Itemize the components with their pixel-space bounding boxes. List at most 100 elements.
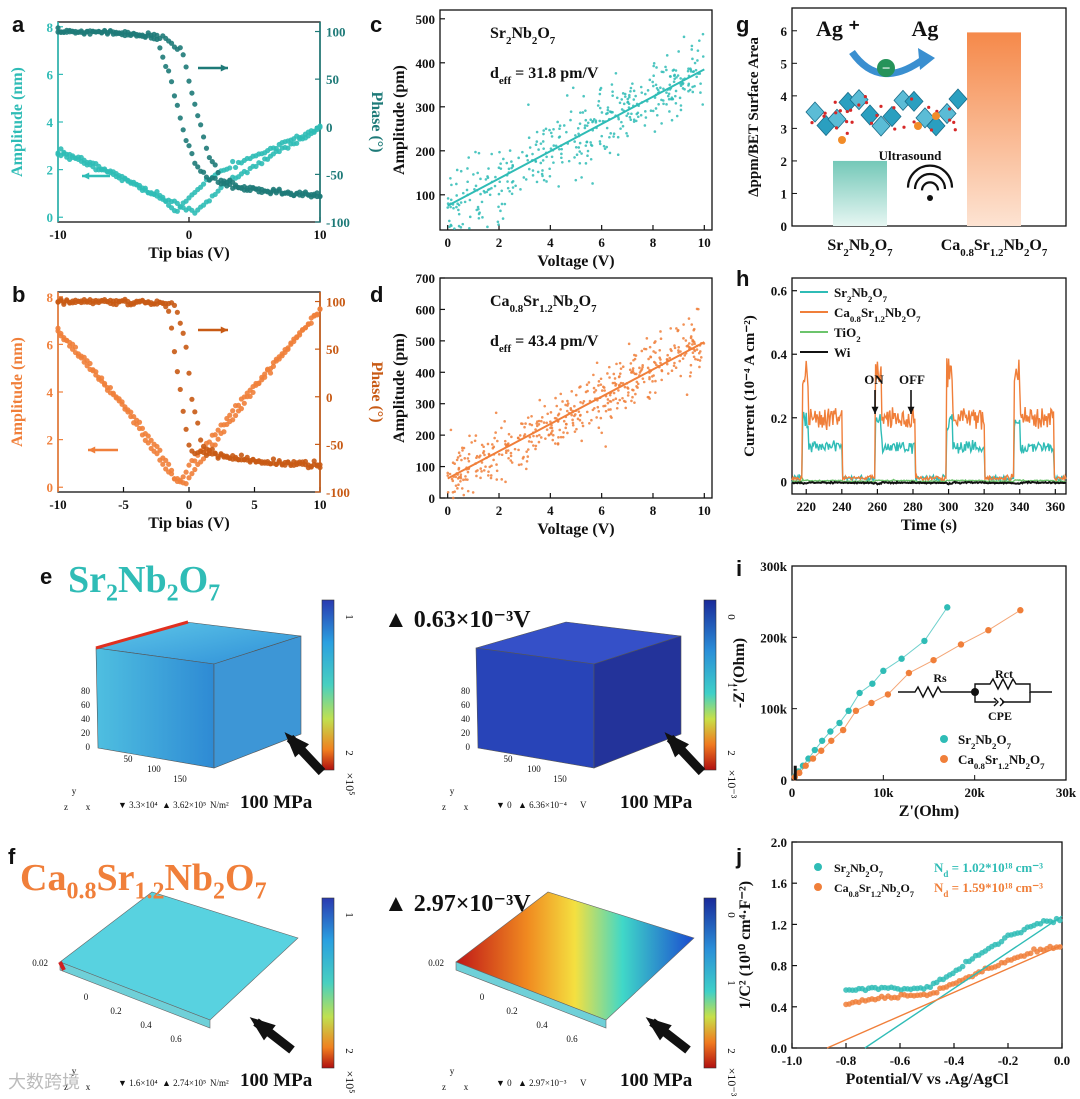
xtick-label-d-2: 4 [547, 503, 554, 518]
mott-fit-0 [864, 915, 1063, 1049]
loop-point-b-2 [174, 369, 180, 375]
data-point-c [662, 87, 665, 91]
data-point-d [691, 343, 694, 346]
data-point-d [534, 428, 537, 431]
data-point-c [578, 150, 582, 153]
loop-point-b-3 [186, 370, 192, 376]
panel-letter-h: h [736, 266, 750, 291]
data-point-d [547, 433, 551, 437]
data-point-d [648, 375, 651, 379]
ytick-label-g-1: 1 [781, 186, 788, 201]
loop-point-a-3 [168, 40, 175, 46]
data-point-d [571, 418, 574, 422]
data-point-c [598, 92, 602, 96]
nm-tick-e2-2: 40 [461, 714, 471, 724]
data-point-c [585, 140, 589, 144]
loop-point-a-3 [200, 134, 207, 140]
data-point-d [495, 478, 499, 481]
stress-max-f: ▲ 2.74×10⁵ [162, 1078, 206, 1088]
data-point-c [558, 127, 561, 130]
data-point-d [654, 391, 657, 394]
data-point-d [585, 410, 589, 414]
loop-point-b-1 [256, 380, 262, 387]
data-point-c [461, 222, 465, 226]
data-point-d [566, 431, 569, 435]
data-point-c [586, 121, 590, 125]
data-point-c [552, 127, 555, 131]
data-point-d [487, 452, 491, 456]
data-point-c [531, 169, 535, 172]
ylabel-h: Current (10⁻⁴ A cm⁻²) [742, 315, 758, 457]
loop-point-a-1 [61, 151, 67, 157]
data-point-c [666, 94, 670, 98]
panel-letter-g: g [736, 12, 750, 37]
data-point-d [691, 351, 695, 355]
data-point-d [451, 496, 455, 500]
loop-point-b-2 [177, 386, 183, 393]
data-point-d [584, 390, 588, 394]
mini-axes-e1-x: x [86, 802, 91, 812]
loop-point-a-0 [174, 208, 180, 214]
data-point-c [629, 86, 633, 90]
data-point-d [697, 307, 700, 311]
fit-line-c [447, 68, 705, 207]
loop-point-a-1 [276, 148, 282, 155]
data-point-c [497, 192, 501, 196]
crystal-octahedron [805, 101, 825, 123]
data-point-c [643, 124, 647, 127]
data-point-d [475, 474, 478, 478]
data-point-c [477, 216, 481, 220]
cube-potential-e-side [593, 635, 682, 769]
loop-point-b-1 [215, 436, 221, 442]
data-point-c [644, 116, 648, 119]
data-point-d [653, 341, 656, 345]
data-point-d [564, 426, 568, 430]
loop-point-b-1 [113, 394, 119, 400]
force-arrow-f2-head [645, 1017, 672, 1041]
data-point-c [610, 111, 613, 114]
oxygen-atom [892, 106, 896, 110]
loop-point-a-2 [192, 160, 198, 166]
data-point-d [633, 353, 636, 357]
data-point-d [484, 465, 487, 468]
ultrasound-label: Ultrasound [879, 148, 943, 163]
data-point-c [574, 178, 578, 182]
data-point-d [527, 440, 531, 443]
y2tick-label-a-4: 100 [326, 25, 346, 40]
colorbar-potential-e-tick-1: 1 [725, 682, 737, 688]
data-point-d [612, 372, 616, 376]
data-point-c [682, 35, 686, 39]
data-point-c [673, 77, 676, 81]
data-point-c [653, 130, 657, 133]
ytick-label-d-4: 400 [416, 365, 436, 380]
data-point-c [496, 220, 500, 224]
data-point-i-1 [868, 699, 875, 707]
data-point-c [655, 66, 658, 69]
data-point-d [524, 422, 527, 425]
data-point-c [691, 85, 694, 89]
data-point-d [681, 357, 685, 360]
data-point-d [630, 371, 633, 374]
data-point-d [535, 424, 539, 428]
data-point-c [586, 154, 589, 158]
data-point-c [665, 68, 668, 72]
chart-title-d: Ca0.8Sr1.2Nb2O7 [490, 293, 597, 315]
loop-point-a-1 [206, 198, 212, 204]
colorbar-potential-e-scale: ×10⁻³ [725, 770, 739, 799]
data-point-d [695, 348, 699, 351]
stress-label-e1: 100 MPa [240, 792, 313, 813]
loop-point-a-3 [189, 90, 195, 96]
loop-point-a-2 [55, 25, 61, 31]
nm-x-e-1: 100 [147, 764, 161, 774]
data-point-c [450, 224, 453, 228]
data-point-c [567, 159, 571, 163]
loop-point-a-3 [177, 45, 183, 51]
xlabel-d: Voltage (V) [537, 521, 614, 538]
data-point-d [632, 388, 635, 392]
loop-point-a-2 [180, 127, 186, 133]
data-point-c [465, 188, 469, 192]
data-point-c [701, 32, 705, 36]
data-point-d [467, 452, 471, 456]
data-point-c [544, 127, 548, 131]
data-point-c [696, 49, 700, 52]
